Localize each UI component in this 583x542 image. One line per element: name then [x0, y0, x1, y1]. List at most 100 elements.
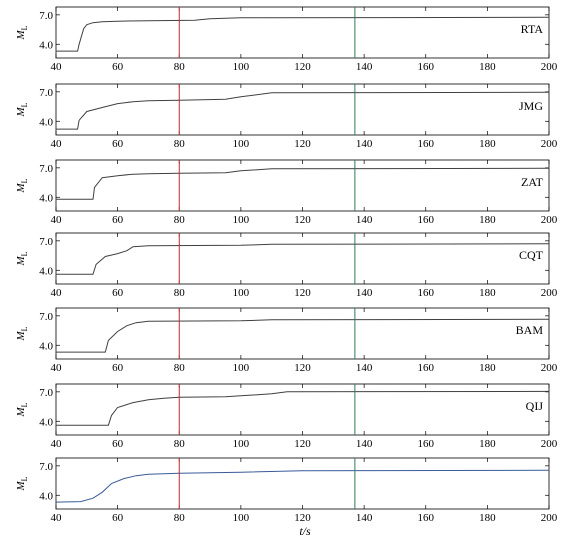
x-tick-label: 160 — [418, 138, 435, 150]
x-tick-label: 160 — [418, 512, 435, 524]
y-tick-label: 4.0 — [39, 265, 53, 277]
x-tick-label: 200 — [541, 438, 558, 450]
x-tick-label: 120 — [294, 362, 311, 374]
x-tick-label: 200 — [541, 214, 558, 226]
x-tick-label: 40 — [51, 512, 63, 524]
x-tick-label: 140 — [356, 438, 373, 450]
x-tick-label: 120 — [294, 214, 311, 226]
panel-frame — [55, 307, 550, 360]
x-tick-label: 40 — [51, 138, 63, 150]
y-tick-label: 7.0 — [39, 461, 53, 473]
series-line — [56, 91, 550, 130]
y-axis-label: ML — [15, 251, 29, 266]
x-tick-label: 100 — [233, 61, 250, 73]
panel-frame — [55, 232, 550, 285]
series-line — [56, 318, 550, 353]
y-axis-label: ML — [15, 25, 29, 40]
station-label: ZAT — [521, 175, 544, 189]
station-label: CQT — [519, 248, 544, 262]
x-tick-label: 40 — [51, 287, 63, 299]
x-tick-label: 180 — [479, 512, 496, 524]
x-tick-label: 200 — [541, 287, 558, 299]
x-tick-label: 180 — [479, 214, 496, 226]
x-tick-label: 200 — [541, 138, 558, 150]
x-tick-label: 120 — [294, 61, 311, 73]
station-label: JMG — [519, 99, 543, 113]
panel-frame — [55, 159, 550, 212]
series-line — [56, 243, 550, 275]
x-tick-label: 120 — [294, 138, 311, 150]
y-tick-label: 7.0 — [39, 311, 53, 323]
x-tick-label: 60 — [112, 438, 124, 450]
x-tick-label: 140 — [356, 362, 373, 374]
x-tick-label: 40 — [51, 362, 63, 374]
x-tick-label: 120 — [294, 512, 311, 524]
panel-cqt: 40 60 80 100 120 140 160 180 200 4.0 7.0 ML CQT — [15, 232, 558, 299]
x-tick-label: 140 — [356, 287, 373, 299]
panel-rta: 40 60 80 100 120 140 160 180 200 4.0 7.0 ML RTA — [15, 6, 558, 73]
series-line — [55, 469, 550, 503]
x-axis-label: t/s — [299, 524, 311, 538]
y-tick-label: 4.0 — [39, 39, 53, 51]
y-axis-label: ML — [15, 326, 29, 341]
station-label: BAM — [516, 323, 544, 337]
panels-layer: 40 60 80 100 120 140 160 180 200 4.0 7.0 ML RTA 40 60 8… — [15, 6, 558, 524]
x-tick-label: 100 — [233, 287, 250, 299]
x-tick-label: 80 — [174, 287, 186, 299]
series-line — [56, 390, 550, 426]
x-tick-label: 120 — [294, 438, 311, 450]
x-tick-label: 60 — [112, 61, 124, 73]
x-tick-label: 100 — [233, 512, 250, 524]
x-tick-label: 80 — [174, 362, 186, 374]
x-tick-label: 40 — [51, 214, 63, 226]
panel-frame — [55, 457, 550, 510]
y-tick-label: 7.0 — [39, 236, 53, 248]
series-line — [56, 167, 550, 200]
x-tick-label: 140 — [356, 61, 373, 73]
x-tick-label: 100 — [233, 362, 250, 374]
x-tick-label: 180 — [479, 61, 496, 73]
x-tick-label: 80 — [174, 438, 186, 450]
x-tick-label: 160 — [418, 287, 435, 299]
y-axis-label: ML — [15, 402, 29, 417]
panel-average: 40 60 80 100 120 140 160 180 200 4.0 7.0 ML — [15, 457, 558, 524]
x-tick-label: 140 — [356, 138, 373, 150]
panel-frame — [55, 6, 550, 59]
x-tick-label: 60 — [112, 512, 124, 524]
panel-frame — [55, 83, 550, 136]
x-tick-label: 60 — [112, 362, 124, 374]
x-tick-label: 140 — [356, 512, 373, 524]
x-tick-label: 80 — [174, 214, 186, 226]
y-axis-label: ML — [15, 178, 29, 193]
x-tick-label: 80 — [174, 61, 186, 73]
series-line — [56, 16, 550, 52]
panel-jmg: 40 60 80 100 120 140 160 180 200 4.0 7.0 ML JMG — [15, 83, 558, 150]
x-tick-label: 140 — [356, 214, 373, 226]
x-tick-label: 60 — [112, 287, 124, 299]
y-tick-label: 4.0 — [39, 192, 53, 204]
x-tick-label: 100 — [233, 138, 250, 150]
x-tick-label: 160 — [418, 214, 435, 226]
x-tick-label: 180 — [479, 362, 496, 374]
x-tick-label: 60 — [112, 214, 124, 226]
x-tick-label: 40 — [51, 61, 63, 73]
x-tick-label: 60 — [112, 138, 124, 150]
x-tick-label: 200 — [541, 362, 558, 374]
x-tick-label: 80 — [174, 138, 186, 150]
y-tick-label: 4.0 — [39, 490, 53, 502]
station-label: RTA — [521, 22, 544, 36]
y-tick-label: 4.0 — [39, 416, 53, 428]
y-tick-label: 7.0 — [39, 387, 53, 399]
x-tick-label: 80 — [174, 512, 186, 524]
y-tick-label: 4.0 — [39, 116, 53, 128]
x-tick-label: 100 — [233, 438, 250, 450]
x-tick-label: 160 — [418, 438, 435, 450]
y-tick-label: 7.0 — [39, 163, 53, 175]
x-tick-label: 120 — [294, 287, 311, 299]
station-label: QIJ — [526, 399, 544, 413]
x-tick-label: 100 — [233, 214, 250, 226]
y-tick-label: 7.0 — [39, 10, 53, 22]
x-tick-label: 180 — [479, 138, 496, 150]
x-tick-label: 40 — [51, 438, 63, 450]
